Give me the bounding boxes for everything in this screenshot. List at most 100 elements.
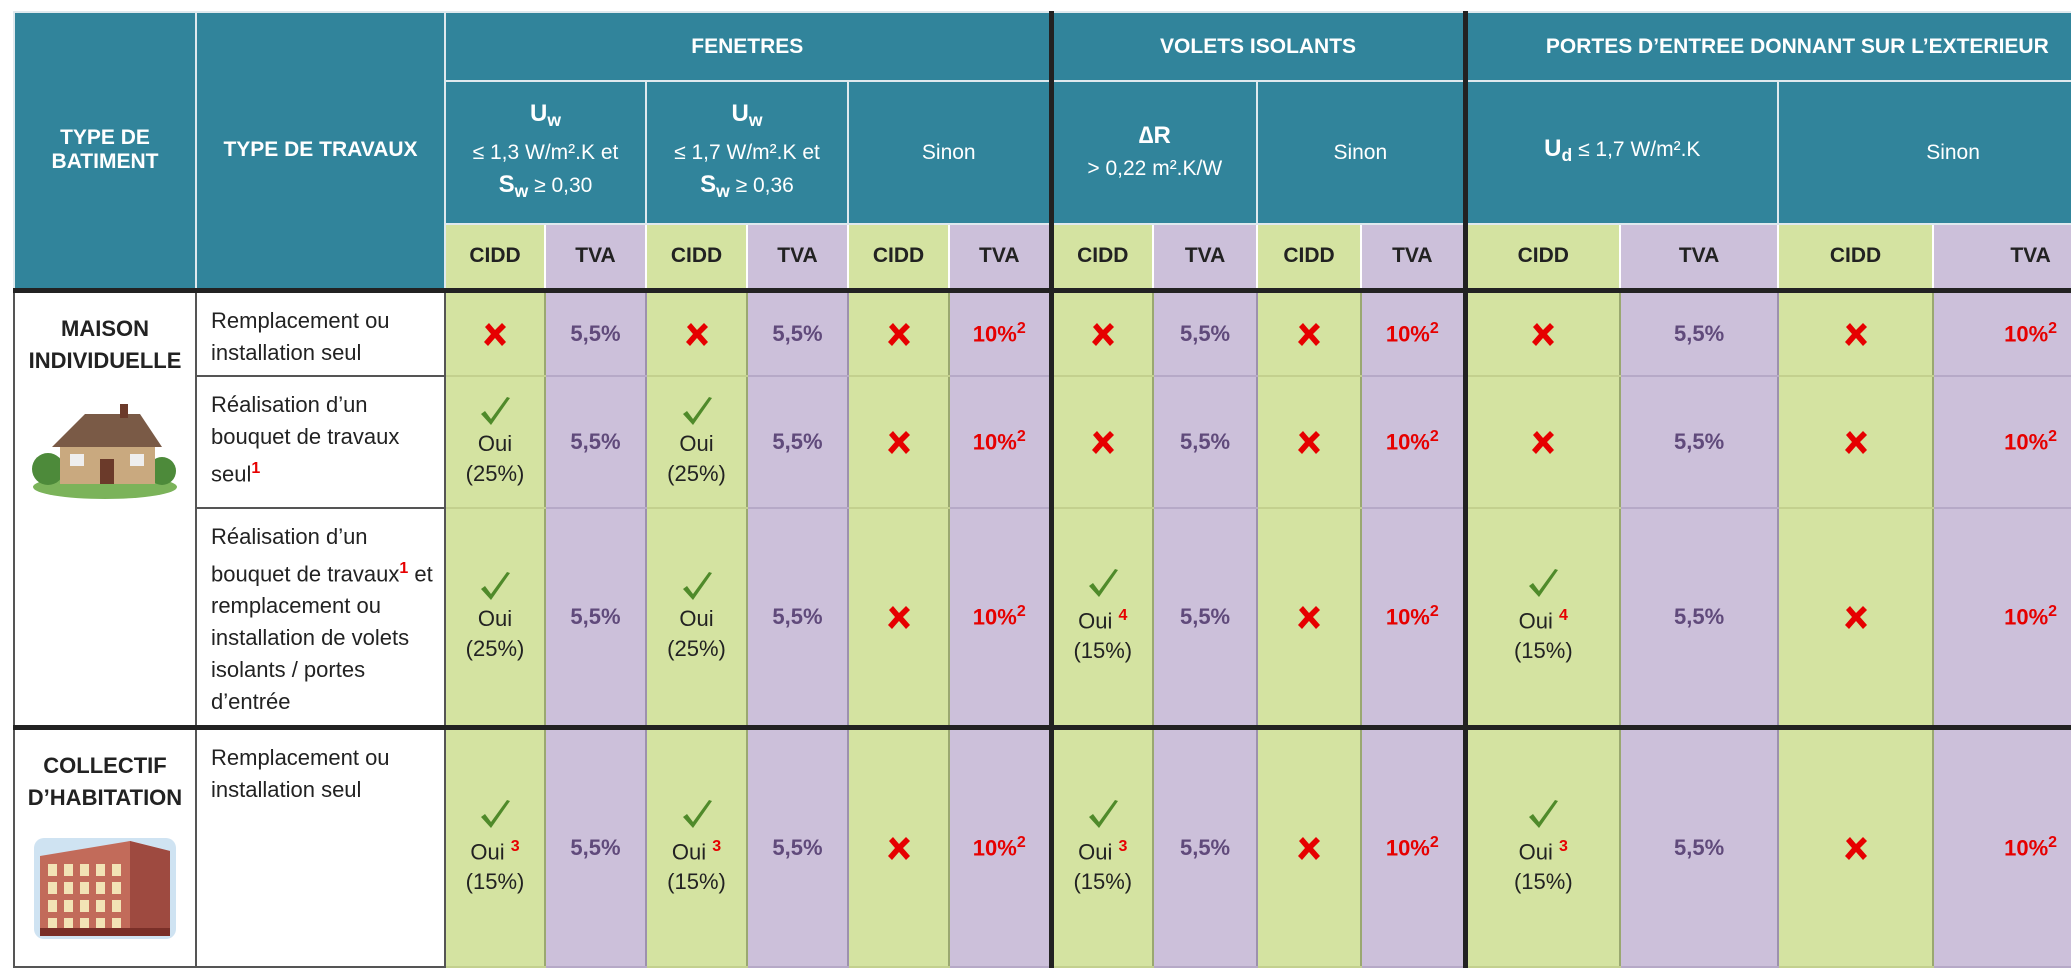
cidd-cell (1257, 376, 1361, 508)
eligibility: Oui (446, 604, 544, 634)
tva-cell: 5,5% (1153, 727, 1257, 967)
condition-line: ≤ 1,3 W/m².K et (450, 137, 641, 169)
condition-line: Sinon (1783, 137, 2071, 169)
tva-rate: 5,5% (772, 604, 822, 629)
cidd-cell: Oui 3(15%) (1051, 727, 1153, 967)
eligibility-label: Oui (478, 431, 512, 456)
tva-rate: 5,5% (772, 321, 822, 346)
condition-line: Sinon (853, 137, 1045, 169)
eligibility-label: Oui (470, 839, 504, 864)
works: Remplacement ou installation seul (196, 727, 445, 967)
cidd-header: CIDD (1051, 224, 1153, 290)
condition: ∆R> 0,22 m².K/W (1051, 81, 1257, 224)
symbol: U (1544, 135, 1561, 162)
tva-rate: 10% (973, 430, 1017, 455)
footnote: 2 (1017, 320, 1026, 337)
body-row: MAISON INDIVIDUELLE Remplacement ou insta… (14, 290, 2071, 376)
cidd-header: CIDD (1257, 224, 1361, 290)
building: COLLECTIF D’HABITATION (14, 727, 196, 967)
tva-rate: 10% (1386, 321, 1430, 346)
group-title: PORTES D’ENTREE DONNANT SUR L’EXTERIEUR (1465, 12, 2071, 81)
check-icon (478, 395, 512, 429)
condition-text: ≥ 0,30 (534, 174, 592, 197)
eligibility: Oui (647, 429, 746, 459)
cidd-cell (445, 290, 545, 376)
tva-cell: 5,5% (747, 290, 848, 376)
tva-cell: 5,5% (747, 508, 848, 727)
header-building-type: TYPE DE BATIMENT (14, 12, 196, 290)
cross-icon (1090, 429, 1116, 455)
eligibility-label: Oui (1078, 608, 1112, 633)
tva-cell: 5,5% (545, 508, 646, 727)
check-icon (478, 798, 512, 832)
subscript: w (515, 181, 529, 201)
eligibility-label: Oui (1078, 839, 1112, 864)
eligibility: Oui 4 (1054, 601, 1153, 636)
tva-cell: 10%2 (949, 290, 1051, 376)
eligibility-label: Oui (1519, 839, 1553, 864)
tva-rate: 5,5% (1674, 429, 1724, 454)
page: {"header": {"building_type": "TYPE DE BA… (0, 0, 2071, 953)
condition-text: Sinon (1926, 141, 1980, 164)
condition-text: Sinon (922, 141, 976, 164)
tva-cell: 10%2 (1361, 290, 1465, 376)
tva-rate: 10% (2004, 835, 2048, 860)
building-icon (15, 836, 195, 941)
tva-cell: 10%2 (949, 508, 1051, 727)
tva-cell: 10%2 (1361, 508, 1465, 727)
cidd-header: CIDD (1465, 224, 1620, 290)
tva-header: TVA (1620, 224, 1778, 290)
eligibility-label: Oui (679, 431, 713, 456)
footnote: 4 (1119, 607, 1128, 624)
cidd-cell: Oui 3(15%) (445, 727, 545, 967)
tva-cell: 10%2 (1933, 508, 2071, 727)
building-name: MAISON INDIVIDUELLE (15, 313, 195, 377)
tva-rate: 5,5% (570, 321, 620, 346)
cidd-cell (1051, 376, 1153, 508)
cross-icon (1090, 321, 1116, 347)
credit-rate: (15%) (1054, 867, 1153, 897)
eligibility-label: Oui (478, 606, 512, 631)
cidd-cell: Oui 4(15%) (1051, 508, 1153, 727)
cidd-cell: Oui(25%) (646, 508, 747, 727)
cidd-header: CIDD (646, 224, 747, 290)
subscript: w (547, 111, 561, 131)
tva-cell: 5,5% (747, 727, 848, 967)
eligibility: Oui 3 (647, 832, 746, 867)
credit-rate: (25%) (647, 634, 746, 664)
footnote: 1 (251, 460, 260, 477)
cross-icon (482, 321, 508, 347)
footnote: 4 (1559, 607, 1568, 624)
tva-cell: 5,5% (1620, 508, 1778, 727)
cidd-cell (646, 290, 747, 376)
check-icon (1526, 798, 1560, 832)
works-text: Remplacement ou installation seul (211, 308, 390, 365)
symbol: U (530, 100, 547, 127)
tva-rate: 5,5% (1180, 321, 1230, 346)
works-text: Réalisation d’un bouquet de travaux seul (211, 392, 399, 486)
eligibility-label: Oui (1519, 608, 1553, 633)
cidd-cell (1778, 290, 1933, 376)
eligibility: Oui (446, 429, 544, 459)
condition-text: ≤ 1,3 W/m².K et (473, 141, 619, 164)
footnote: 2 (1017, 603, 1026, 620)
cidd-cell (1778, 727, 1933, 967)
tva-cell: 10%2 (1933, 376, 2071, 508)
condition-text: ≤ 1,7 W/m².K (1578, 138, 1700, 161)
tva-cell: 5,5% (1153, 508, 1257, 727)
cross-icon (1843, 321, 1869, 347)
subscript: d (1562, 146, 1573, 166)
cidd-cell (1257, 290, 1361, 376)
works: Remplacement ou installation seul (196, 290, 445, 376)
tva-cell: 5,5% (747, 376, 848, 508)
condition-line: Sw ≥ 0,30 (450, 169, 641, 207)
credit-rate: (25%) (446, 634, 544, 664)
symbol: U (732, 100, 749, 127)
condition-line: ∆R (1058, 120, 1253, 153)
tva-header: TVA (1361, 224, 1465, 290)
tva-cell: 10%2 (1361, 376, 1465, 508)
footnote: 2 (1430, 320, 1439, 337)
building-icon (15, 399, 195, 499)
eligibility-label: Oui (672, 839, 706, 864)
